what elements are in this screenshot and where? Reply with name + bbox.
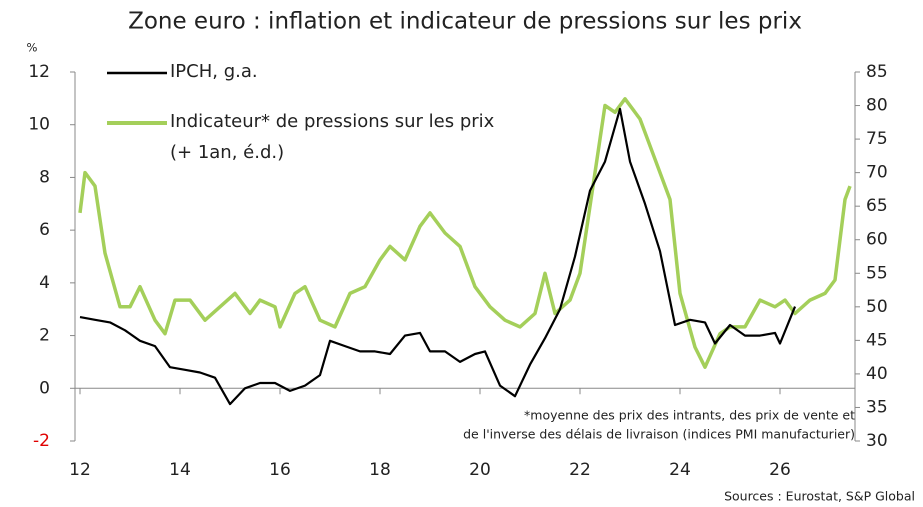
y2-tick-label: 60 (866, 230, 888, 250)
series-line (79, 107, 797, 406)
x-tick-label: 12 (69, 460, 91, 480)
y2-tick-label: 40 (866, 364, 888, 384)
legend-label: Indicateur* de pressions sur les prix (170, 111, 495, 132)
y2-tick-label: 30 (866, 431, 888, 451)
y2-tick-label: 70 (866, 163, 888, 183)
y-tick-label: 10 (28, 115, 50, 135)
source: Sources : Eurostat, S&P Global (724, 489, 915, 504)
x-tick-label: 18 (369, 460, 391, 480)
y2-tick-label: 50 (866, 297, 888, 317)
x-tick-label: 24 (669, 460, 691, 480)
y2-tick-label: 80 (866, 96, 888, 116)
y-tick-label: -2 (33, 431, 50, 451)
legend-note: (+ 1an, é.d.) (170, 142, 284, 163)
chart-title: Zone euro : inflation et indicateur de p… (128, 9, 802, 35)
x-tick-label: 26 (769, 460, 791, 480)
y2-tick-label: 75 (866, 129, 888, 149)
y2-tick-label: 65 (866, 196, 888, 216)
y2-tick-label: 45 (866, 330, 888, 350)
y-tick-label: 8 (39, 167, 50, 187)
x-tick-label: 16 (269, 460, 291, 480)
y-tick-label: 12 (28, 62, 50, 82)
x-tick-label: 14 (169, 460, 191, 480)
y-tick-label: 6 (39, 220, 50, 240)
y-unit: % (27, 41, 38, 55)
y-tick-label: 2 (39, 326, 50, 346)
y-tick-label: 0 (39, 378, 50, 398)
x-tick-label: 20 (469, 460, 491, 480)
y2-tick-label: 85 (866, 62, 888, 82)
y2-tick-label: 55 (866, 263, 888, 283)
y2-tick-label: 35 (866, 397, 888, 417)
legend-label: IPCH, g.a. (170, 61, 258, 82)
x-tick-label: 22 (569, 460, 591, 480)
footnote: de l'inverse des délais de livraison (in… (463, 427, 855, 442)
y-tick-label: 4 (39, 273, 50, 293)
footnote: *moyenne des prix des intrants, des prix… (524, 408, 855, 423)
